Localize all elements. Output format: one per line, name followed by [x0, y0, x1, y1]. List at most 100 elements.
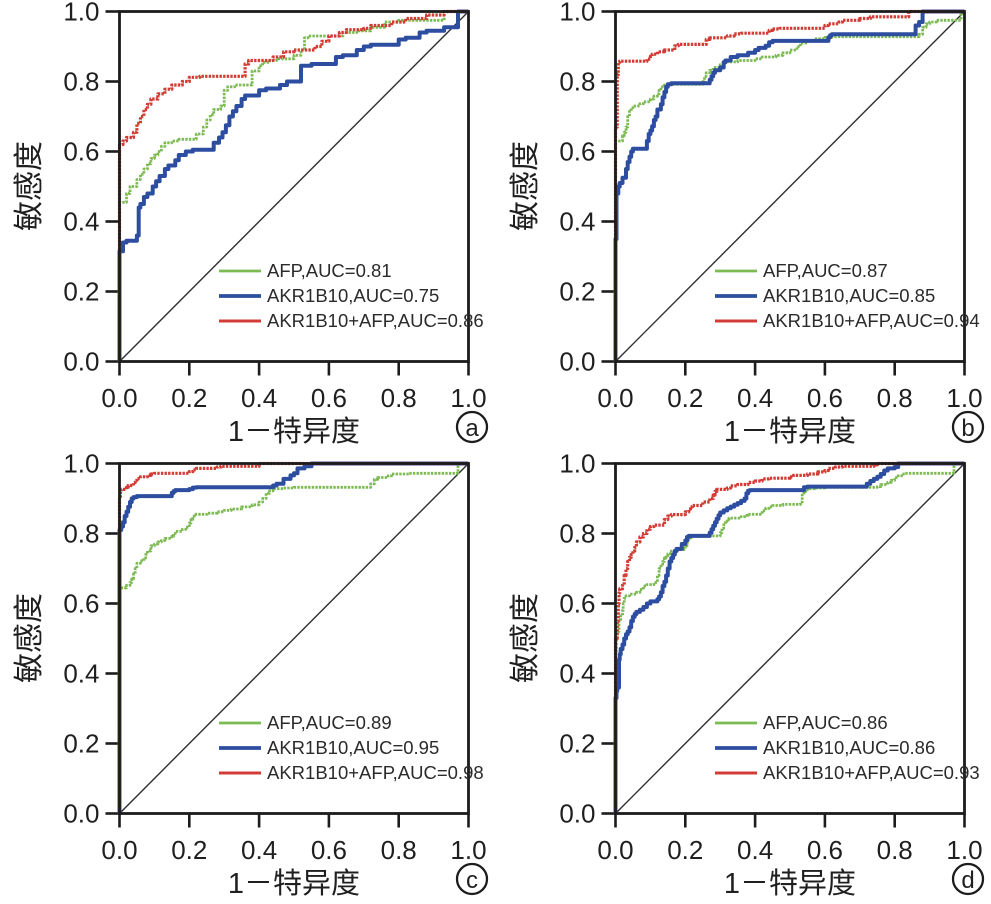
roc-curve-afp	[118, 462, 469, 814]
x-tick-label: 0.6	[807, 383, 843, 413]
y-axis-label: 敏感度	[509, 593, 542, 683]
x-tick-label: 0.8	[877, 383, 913, 413]
legend-label-afp: AFP,AUC=0.81	[267, 260, 392, 281]
y-tick-label: 0.0	[559, 799, 595, 829]
x-tick-label: 0.6	[311, 383, 347, 413]
y-tick-label: 0.6	[559, 589, 595, 619]
legend-label-afp: AFP,AUC=0.87	[763, 260, 888, 281]
y-tick-label: 0.4	[559, 207, 595, 237]
legend-label-akr1b10-afp: AKR1B10+AFP,AUC=0.98	[267, 762, 484, 783]
legend-label-akr1b10: AKR1B10,AUC=0.85	[763, 285, 935, 306]
legend-label-afp: AFP,AUC=0.86	[763, 712, 888, 733]
y-tick-label: 0.2	[63, 277, 99, 307]
y-tick-label: 0.4	[63, 659, 99, 689]
x-tick-label: 1.0	[450, 383, 486, 413]
y-axis-label: 敏感度	[13, 141, 46, 231]
x-tick-label: 0.8	[381, 835, 417, 865]
x-tick-label: 0.6	[311, 835, 347, 865]
panel-letter-circle	[455, 862, 489, 896]
y-tick-label: 0.2	[559, 729, 595, 759]
y-tick-label: 1.0	[63, 452, 99, 479]
panel-letter-circle	[951, 410, 985, 444]
y-tick-label: 0.0	[559, 347, 595, 377]
x-tick-label: 0.4	[241, 383, 277, 413]
x-tick-label: 1.0	[946, 383, 982, 413]
roc-panel-c: 0.0 0.0 0.2 0.2 0.4 0.4 0.6 0.6 0.8 0.8 1.0 1.0 1－特异…	[0, 452, 495, 904]
y-tick-label: 1.0	[63, 0, 99, 27]
x-tick-label: 0.4	[241, 835, 277, 865]
roc-curve-akr1b10	[117, 461, 469, 814]
diagonal-reference-line	[119, 11, 469, 362]
diagonal-reference-line	[615, 11, 965, 362]
panel-letter: a	[465, 415, 479, 442]
legend-label-akr1b10-afp: AKR1B10+AFP,AUC=0.86	[267, 310, 484, 331]
x-tick-label: 0.0	[597, 835, 633, 865]
y-tick-label: 1.0	[559, 0, 595, 27]
panel-letter: c	[466, 867, 478, 894]
plot-box	[614, 462, 966, 815]
x-tick-label: 0.0	[101, 383, 137, 413]
y-tick-label: 0.8	[559, 519, 595, 549]
y-tick-label: 0.6	[63, 589, 99, 619]
x-axis-label: 1－特异度	[724, 415, 856, 448]
roc-panel-b: 0.0 0.0 0.2 0.2 0.4 0.4 0.6 0.6 0.8 0.8 1.0 1.0 1－特异…	[496, 0, 991, 452]
y-tick-label: 0.8	[559, 67, 595, 97]
y-tick-label: 0.4	[559, 659, 595, 689]
roc-curve-akr1b10	[613, 9, 965, 362]
panel-letter: d	[961, 867, 974, 894]
roc-curve-akr1b10-afp	[613, 9, 965, 362]
roc-curve-akr1b10-afp	[117, 9, 469, 362]
roc-chart-a: 0.00.0 0.2 0.2 0.4 0.4 0.6 0.6 0.8 0.8 1.0 1.0 1－特异…	[13, 0, 489, 448]
diagonal-reference-line	[615, 463, 965, 814]
legend-label-akr1b10: AKR1B10,AUC=0.95	[267, 737, 439, 758]
legend-label-akr1b10-afp: AKR1B10+AFP,AUC=0.93	[763, 762, 980, 783]
roc-curve-akr1b10-afp	[117, 461, 469, 814]
y-tick-label: 0.6	[559, 137, 595, 167]
y-tick-label: 0.0	[63, 347, 99, 377]
roc-curve-akr1b10	[613, 461, 965, 814]
y-tick-label: 0.6	[63, 137, 99, 167]
x-tick-label: 1.0	[450, 835, 486, 865]
legend-label-akr1b10: AKR1B10,AUC=0.86	[763, 737, 935, 758]
plot-box	[118, 462, 470, 815]
y-tick-label: 0.8	[63, 519, 99, 549]
y-tick-label: 0.2	[63, 729, 99, 759]
legend-label-akr1b10: AKR1B10,AUC=0.75	[267, 285, 439, 306]
x-tick-label: 0.4	[737, 383, 773, 413]
x-axis-label: 1－特异度	[724, 867, 856, 900]
panel-letter-circle	[951, 862, 985, 896]
panel-letter-circle	[455, 410, 489, 444]
x-tick-label: 0.0	[597, 383, 633, 413]
x-axis-label: 1－特异度	[228, 867, 360, 900]
x-tick-label: 0.2	[667, 383, 703, 413]
roc-chart-c: 0.00.0 0.2 0.2 0.4 0.4 0.6 0.6 0.8 0.8 1.0 1.0 1－特异…	[13, 452, 489, 900]
y-tick-label: 1.0	[559, 452, 595, 479]
x-tick-label: 0.8	[381, 383, 417, 413]
y-tick-label: 0.0	[63, 799, 99, 829]
roc-panel-d: 0.0 0.0 0.2 0.2 0.4 0.4 0.6 0.6 0.8 0.8 1.0 1.0 1－特异…	[496, 452, 991, 904]
legend-label-afp: AFP,AUC=0.89	[267, 712, 392, 733]
roc-curve-akr1b10-afp	[613, 461, 965, 814]
x-tick-label: 0.8	[877, 835, 913, 865]
x-axis-label: 1－特异度	[228, 415, 360, 448]
x-tick-label: 0.2	[171, 835, 207, 865]
x-tick-label: 0.6	[807, 835, 843, 865]
y-axis-label: 敏感度	[509, 141, 542, 231]
x-tick-label: 0.2	[171, 383, 207, 413]
diagonal-reference-line	[119, 463, 469, 814]
legend-label-akr1b10-afp: AKR1B10+AFP,AUC=0.94	[763, 310, 980, 331]
plot-box	[118, 10, 470, 363]
x-tick-label: 0.2	[667, 835, 703, 865]
y-tick-label: 0.8	[63, 67, 99, 97]
x-tick-label: 0.0	[101, 835, 137, 865]
roc-chart-b: 0.00.0 0.2 0.2 0.4 0.4 0.6 0.6 0.8 0.8 1.0 1.0 1－特异…	[509, 0, 985, 448]
y-axis-label: 敏感度	[13, 593, 46, 683]
roc-panel-a: 0.0 0.0 0.2 0.2 0.4 0.4 0.6 0.6 0.8 0.8 1.0 1.0 1－特异…	[0, 0, 495, 452]
roc-curve-afp	[118, 10, 469, 362]
roc-chart-d: 0.00.0 0.2 0.2 0.4 0.4 0.6 0.6 0.8 0.8 1.0 1.0 1－特异…	[509, 452, 985, 900]
x-tick-label: 0.4	[737, 835, 773, 865]
plot-box	[614, 10, 966, 363]
x-tick-label: 1.0	[946, 835, 982, 865]
y-tick-label: 0.4	[63, 207, 99, 237]
